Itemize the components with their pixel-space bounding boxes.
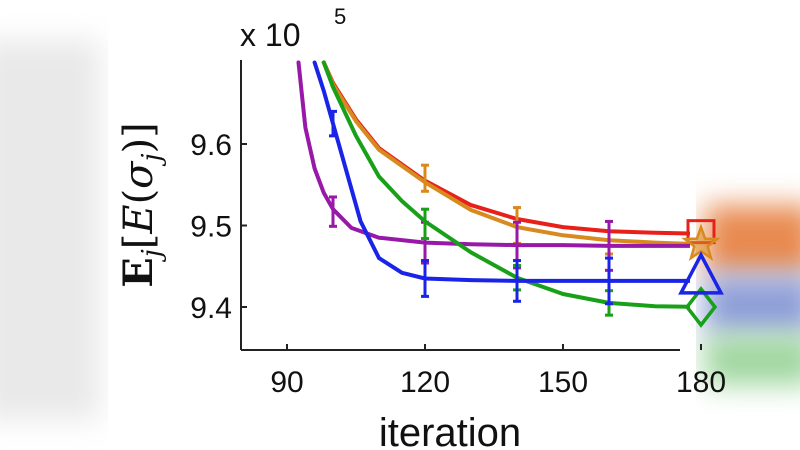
y-label-open-bracket: [: [116, 234, 162, 250]
figure-background: [108, 0, 696, 450]
blurred-left-background: [0, 40, 100, 420]
y-label-close-brackets: )]: [116, 122, 162, 153]
x-tick-label-150: 150: [538, 366, 588, 399]
y-axis-label: Ej[E(σj)]: [115, 122, 167, 288]
y-tick-label-1: 9.5: [190, 211, 232, 244]
series-line-green: [321, 60, 690, 309]
series-line-purple: [296, 60, 690, 248]
blurred-right-orange: [705, 205, 800, 275]
x-axis-label: iteration: [379, 411, 521, 450]
svg-text:Ej[E(σj)]: Ej[E(σj)]: [115, 122, 167, 288]
x-tick-label-180: 180: [676, 366, 726, 399]
y-tick-label-0: 9.4: [190, 292, 232, 325]
series-line-orange: [321, 60, 690, 246]
blurred-right-green: [705, 335, 800, 385]
y-tick-label-2: 9.6: [190, 129, 232, 162]
series-layer: [296, 60, 724, 328]
y-label-sigma: σ: [116, 160, 162, 189]
y-multiplier-exponent: 5: [334, 4, 346, 29]
x-tick-label-120: 120: [400, 366, 450, 399]
y-label-operator: E: [115, 257, 162, 288]
marker-triangle-blue: [678, 251, 724, 295]
series-blue: [312, 60, 690, 306]
series-marker-green: [684, 286, 718, 328]
series-marker-blue: [678, 251, 724, 295]
axes: [240, 60, 680, 351]
y-label-open-paren: (: [116, 189, 162, 205]
marker-diamond-green: [684, 286, 718, 328]
ticks: 90 120 150 180 9.4 9.5 9.6: [190, 129, 726, 399]
blurred-right-blue: [705, 275, 800, 335]
y-multiplier-base: x 10: [240, 17, 300, 53]
y-label-function: E: [116, 204, 162, 234]
x-tick-label-90: 90: [270, 366, 303, 399]
